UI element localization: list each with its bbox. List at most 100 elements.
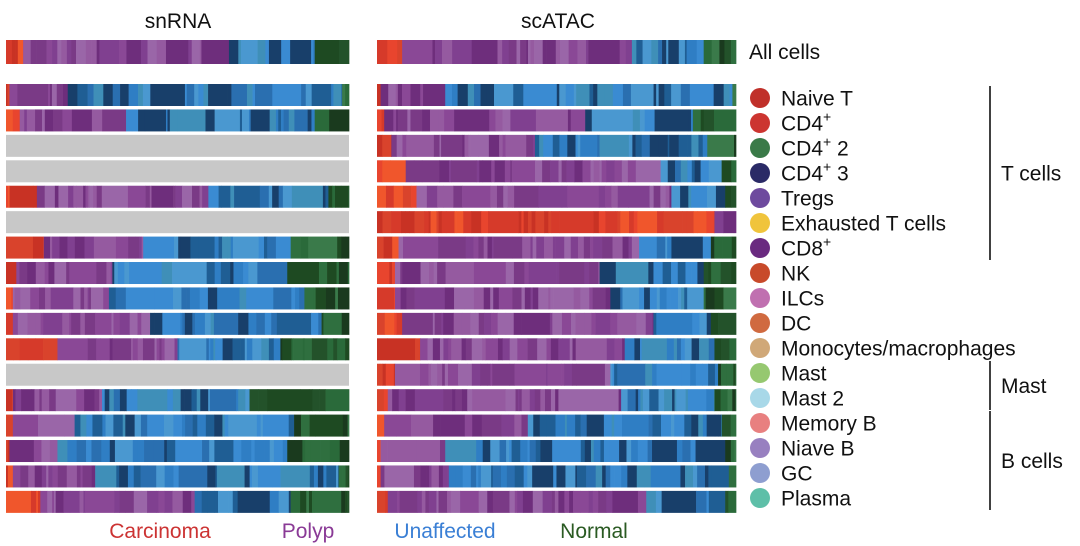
subcluster-stripe <box>503 185 508 208</box>
subcluster-stripe <box>502 40 509 64</box>
subcluster-stripe <box>604 84 614 106</box>
subcluster-stripe <box>209 440 215 463</box>
subcluster-stripe <box>401 211 406 234</box>
subcluster-stripe <box>249 465 253 488</box>
subcluster-stripe <box>380 440 388 463</box>
subcluster-stripe <box>398 389 406 412</box>
subcluster-stripe <box>59 236 68 259</box>
subcluster-stripe <box>12 109 21 132</box>
subcluster-stripe <box>420 262 430 285</box>
segment-normal <box>707 134 737 157</box>
row-bar-scatac <box>377 262 737 285</box>
subcluster-stripe <box>652 109 655 132</box>
subcluster-stripe <box>658 40 663 64</box>
legend-swatch <box>750 238 770 258</box>
subcluster-stripe <box>377 262 383 285</box>
subcluster-stripe <box>291 185 324 208</box>
subcluster-stripe <box>615 262 649 285</box>
subcluster-stripe <box>656 287 661 310</box>
subcluster-stripe <box>227 84 232 106</box>
subcluster-stripe <box>723 84 731 106</box>
subcluster-stripe <box>336 465 339 488</box>
subcluster-stripe <box>697 465 706 488</box>
segment-normal <box>732 84 737 106</box>
subcluster-stripe <box>114 262 119 285</box>
subcluster-stripe <box>708 160 722 183</box>
subcluster-stripe <box>45 287 52 310</box>
legend-swatch <box>750 313 770 333</box>
subcluster-stripe <box>685 389 689 412</box>
subcluster-stripe <box>192 185 200 208</box>
subcluster-stripe <box>476 440 484 463</box>
subcluster-stripe <box>465 236 474 259</box>
subcluster-stripe <box>74 236 85 259</box>
subcluster-stripe <box>529 440 537 463</box>
subcluster-stripe <box>478 465 482 488</box>
subcluster-stripe <box>145 185 151 208</box>
subcluster-stripe <box>218 490 229 513</box>
legend-label-name: DC <box>781 313 811 336</box>
subcluster-stripe <box>530 40 535 64</box>
subcluster-stripe <box>345 84 350 106</box>
subcluster-stripe <box>456 211 464 234</box>
subcluster-stripe <box>413 465 421 488</box>
subcluster-stripe <box>387 440 390 463</box>
subcluster-stripe <box>487 236 493 259</box>
subcluster-stripe <box>280 465 311 488</box>
legend-label: Monocytes/macrophages <box>781 338 1016 361</box>
subcluster-stripe <box>730 40 734 64</box>
subcluster-stripe <box>731 160 737 183</box>
subcluster-stripe <box>505 312 515 335</box>
subcluster-stripe <box>177 109 206 132</box>
subcluster-stripe <box>162 312 181 335</box>
subcluster-stripe <box>599 160 603 183</box>
legend-item: Mast 2 <box>750 388 844 411</box>
subcluster-stripe <box>379 363 383 386</box>
legend-item: CD4+ <box>750 109 831 136</box>
subcluster-stripe <box>509 363 515 386</box>
subcluster-stripe <box>546 338 552 361</box>
legend-label-name: Mast <box>781 363 827 386</box>
legend-label-name: Mast 2 <box>781 388 844 411</box>
subcluster-stripe <box>77 84 88 106</box>
legend-label: CD4+ <box>781 109 831 136</box>
subcluster-stripe <box>122 414 126 437</box>
legend-swatch <box>750 488 770 508</box>
segment-carcinoma <box>377 236 399 259</box>
subcluster-stripe <box>617 312 637 335</box>
subcluster-stripe <box>144 440 155 463</box>
subcluster-stripe <box>433 262 438 285</box>
subcluster-stripe <box>585 109 593 132</box>
subcluster-stripe <box>214 262 222 285</box>
subcluster-stripe <box>467 389 471 412</box>
subcluster-stripe <box>448 338 452 361</box>
subcluster-stripe <box>307 109 312 132</box>
subcluster-stripe <box>319 389 326 412</box>
subcluster-stripe <box>523 211 529 234</box>
subcluster-stripe <box>314 109 322 132</box>
subcluster-stripe <box>202 440 210 463</box>
subcluster-stripe <box>430 109 440 132</box>
subcluster-stripe <box>551 211 560 234</box>
segment-unaffected <box>660 160 722 183</box>
subcluster-stripe <box>184 84 188 106</box>
subcluster-stripe <box>17 84 49 106</box>
subcluster-stripe <box>666 338 675 361</box>
subcluster-stripe <box>723 211 735 234</box>
subcluster-stripe <box>554 490 559 513</box>
subcluster-stripe <box>644 287 651 310</box>
row-bar-snrna <box>6 414 350 437</box>
subcluster-stripe <box>6 84 8 106</box>
subcluster-stripe <box>7 84 10 106</box>
subcluster-stripe <box>433 414 441 437</box>
subcluster-stripe <box>462 465 472 488</box>
subcluster-stripe <box>633 211 638 234</box>
row-bar-scatac <box>377 287 737 310</box>
subcluster-stripe <box>181 414 186 437</box>
subcluster-stripe <box>652 414 662 437</box>
subcluster-stripe <box>708 338 715 361</box>
segment-unaffected <box>671 185 726 208</box>
subcluster-stripe <box>44 262 49 285</box>
row-bar-snrna <box>6 160 349 183</box>
subcluster-stripe <box>476 160 480 183</box>
